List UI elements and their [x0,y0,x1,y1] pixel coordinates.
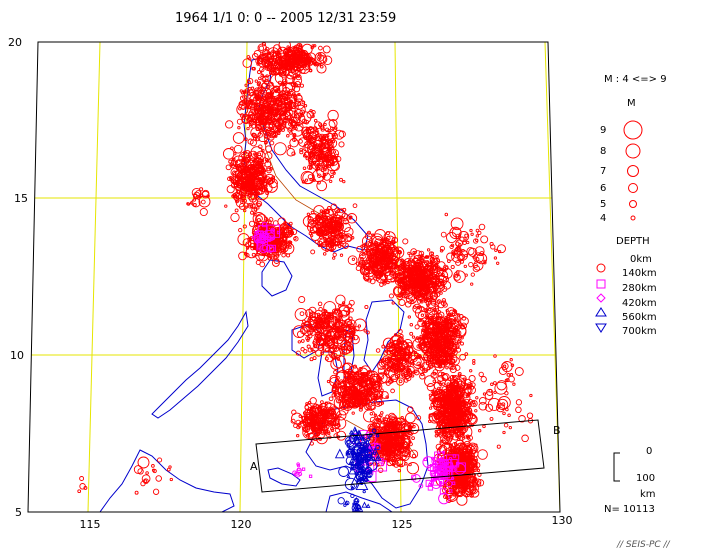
event-marker [318,52,322,57]
event-marker [297,51,302,57]
event-marker [286,45,290,49]
event-marker [310,46,314,50]
event-marker [292,52,297,56]
event-marker [246,117,253,124]
event-marker [240,90,245,95]
event-marker [309,60,314,65]
event-marker [251,53,259,60]
event-marker [279,90,286,97]
event-marker [251,66,255,71]
event-marker [293,59,305,72]
coast-mindoro [261,259,293,297]
event-marker [264,141,268,145]
event-marker [286,134,290,138]
event-marker [299,59,304,63]
period-title-front: 1964 1/1 0: 0 -- 2005 12/31 23:59 [175,11,396,26]
event-marker [302,54,308,60]
event-marker [282,68,286,72]
event-marker [271,55,275,59]
event-marker [278,63,291,76]
event-marker [277,61,284,68]
coast-palawan [151,310,249,419]
earthquake-events [77,42,534,512]
event-marker [294,104,306,116]
event-marker [299,109,306,116]
event-marker [264,60,271,67]
event-marker [322,55,333,66]
grid-lon-115 [87,42,101,512]
coast-sulu [267,467,301,487]
event-marker [273,85,280,92]
event-marker [264,46,270,52]
event-marker [242,58,252,68]
event-marker [293,62,297,66]
event-marker [262,93,266,97]
event-marker [249,94,261,106]
coast-borneo [99,449,235,512]
coast-mindanao [305,399,429,509]
event-marker [293,111,298,115]
event-marker [266,127,275,136]
coast-samar-leyte [363,299,405,373]
event-marker [258,45,265,51]
event-marker [294,80,301,88]
event-marker [318,56,322,60]
event-marker [268,57,274,63]
event-marker [314,61,318,66]
event-marker [277,47,283,53]
event-marker [244,88,250,94]
event-marker [288,49,292,54]
event-marker [318,45,323,51]
event-marker [320,65,324,69]
event-marker [291,49,301,59]
event-marker [308,68,313,73]
event-marker [314,51,327,64]
event-marker [254,90,259,95]
event-marker [286,60,290,64]
map-panel: A B 20 15 10 5 115 120 125 130 [8,36,573,531]
event-marker [257,58,264,65]
event-marker [300,68,306,74]
grid-lon-120 [239,42,248,512]
event-marker [269,81,274,87]
event-marker [255,96,260,102]
event-marker [316,63,327,74]
event-marker [290,55,295,60]
event-marker [261,42,266,47]
event-marker [297,60,311,75]
event-marker [244,83,248,87]
event-marker [322,45,331,54]
event-marker [286,96,290,100]
event-marker [301,61,306,66]
event-marker [262,56,267,61]
event-marker [292,47,303,58]
event-marker [288,119,293,123]
event-marker [246,55,251,59]
coast-sulawesi [325,491,394,512]
event-marker [258,76,262,81]
event-marker [313,44,317,48]
event-marker [274,134,278,138]
event-marker [257,70,262,75]
event-marker [277,52,287,62]
event-marker [246,126,250,131]
event-marker [291,69,295,73]
event-marker [295,74,302,81]
event-marker [246,80,251,85]
